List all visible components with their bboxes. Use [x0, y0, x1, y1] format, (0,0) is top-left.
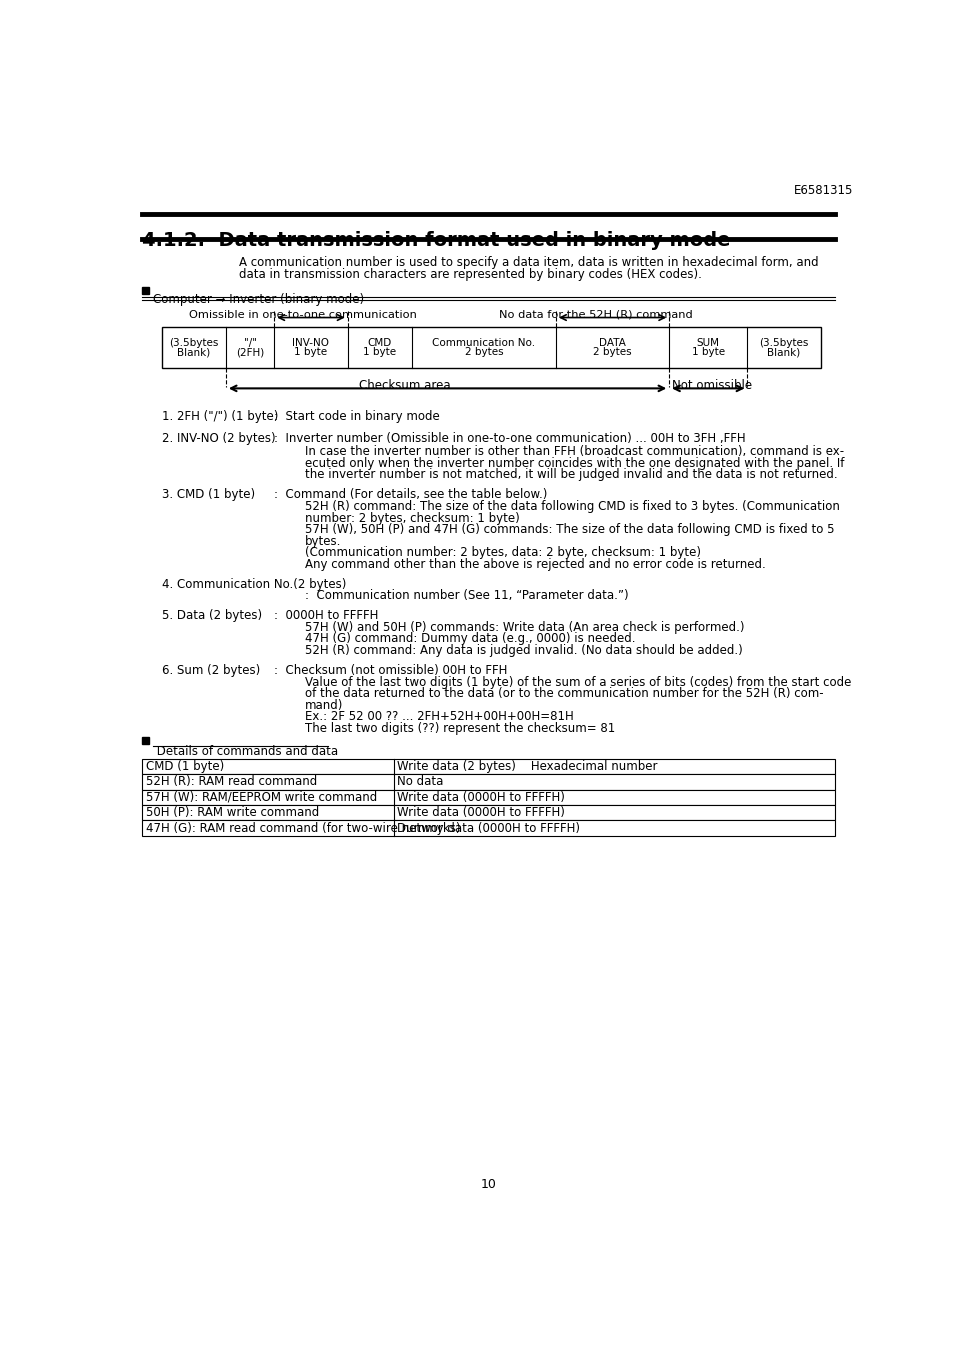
- Text: (Communication number: 2 bytes, data: 2 byte, checksum: 1 byte): (Communication number: 2 bytes, data: 2 …: [305, 547, 700, 559]
- Text: (2FH): (2FH): [235, 347, 264, 358]
- Text: 10: 10: [480, 1179, 497, 1192]
- Text: 4.1.2.  Data transmission format used in binary mode: 4.1.2. Data transmission format used in …: [142, 231, 730, 250]
- Bar: [142, 790, 835, 805]
- Text: of the data returned to the data (or to the communication number for the 52H (R): of the data returned to the data (or to …: [305, 687, 823, 701]
- Text: 5. Data (2 bytes): 5. Data (2 bytes): [162, 609, 262, 622]
- Text: (3.5bytes: (3.5bytes: [759, 338, 808, 348]
- Text: A communication number is used to specify a data item, data is written in hexade: A communication number is used to specif…: [239, 256, 818, 269]
- Text: 2 bytes: 2 bytes: [593, 347, 631, 358]
- Text: 50H (P): RAM write command: 50H (P): RAM write command: [146, 806, 318, 819]
- Text: 52H (R): RAM read command: 52H (R): RAM read command: [146, 775, 316, 788]
- Text: CMD (1 byte): CMD (1 byte): [146, 760, 224, 774]
- Text: Communication No.: Communication No.: [432, 338, 535, 348]
- Bar: [142, 805, 835, 821]
- Text: 1 byte: 1 byte: [691, 347, 724, 358]
- Text: No data for the 52H (R) command: No data for the 52H (R) command: [498, 310, 692, 320]
- Bar: [142, 774, 835, 790]
- Text: Omissible in one-to-one communication: Omissible in one-to-one communication: [189, 310, 416, 320]
- Text: 4. Communication No.(2 bytes): 4. Communication No.(2 bytes): [162, 578, 346, 591]
- Text: INV-NO: INV-NO: [293, 338, 329, 348]
- Text: DATA: DATA: [598, 338, 625, 348]
- Text: SUM: SUM: [696, 338, 719, 348]
- Text: bytes.: bytes.: [305, 535, 341, 548]
- Bar: [142, 821, 835, 836]
- Text: Checksum area: Checksum area: [359, 379, 451, 391]
- Text: 57H (W): RAM/EEPROM write command: 57H (W): RAM/EEPROM write command: [146, 791, 376, 803]
- Text: 1 byte: 1 byte: [294, 347, 327, 358]
- Text: :  0000H to FFFFH: : 0000H to FFFFH: [274, 609, 378, 622]
- Text: 57H (W), 50H (P) and 47H (G) commands: The size of the data following CMD is fix: 57H (W), 50H (P) and 47H (G) commands: T…: [305, 524, 834, 536]
- Text: 2 bytes: 2 bytes: [464, 347, 502, 358]
- Text: Write data (0000H to FFFFH): Write data (0000H to FFFFH): [397, 791, 565, 803]
- Text: "/": "/": [243, 338, 256, 348]
- Text: ecuted only when the inverter number coincides with the one designated with the : ecuted only when the inverter number coi…: [305, 456, 843, 470]
- Text: :  Communication number (See 11, “Parameter data.”): : Communication number (See 11, “Paramet…: [305, 590, 628, 602]
- Text: Blank): Blank): [766, 347, 800, 358]
- Text: (3.5bytes: (3.5bytes: [169, 338, 218, 348]
- Text: data in transmission characters are represented by binary codes (HEX codes).: data in transmission characters are repr…: [239, 269, 701, 281]
- Bar: [142, 286, 150, 294]
- Bar: [142, 759, 835, 774]
- Text: 2. INV-NO (2 bytes): 2. INV-NO (2 bytes): [162, 432, 275, 444]
- Text: 57H (W) and 50H (P) commands: Write data (An area check is performed.): 57H (W) and 50H (P) commands: Write data…: [305, 621, 744, 634]
- Text: Computer → Inverter (binary mode): Computer → Inverter (binary mode): [153, 293, 364, 306]
- Text: No data: No data: [397, 775, 443, 788]
- Text: mand): mand): [305, 699, 343, 711]
- Text: :  Checksum (not omissible) 00H to FFH: : Checksum (not omissible) 00H to FFH: [274, 664, 507, 678]
- Text: number: 2 bytes, checksum: 1 byte): number: 2 bytes, checksum: 1 byte): [305, 512, 519, 525]
- Text: 1 byte: 1 byte: [363, 347, 395, 358]
- Text: Not omissible: Not omissible: [671, 379, 751, 391]
- Text: 52H (R) command: Any data is judged invalid. (No data should be added.): 52H (R) command: Any data is judged inva…: [305, 644, 742, 657]
- Text: Blank): Blank): [177, 347, 211, 358]
- Text: :  Command (For details, see the table below.): : Command (For details, see the table be…: [274, 489, 547, 501]
- Text: Dummy data (0000H to FFFFH): Dummy data (0000H to FFFFH): [397, 822, 579, 834]
- Text: the inverter number is not matched, it will be judged invalid and the data is no: the inverter number is not matched, it w…: [305, 468, 837, 482]
- Text: Ex.: 2F 52 00 ?? ... 2FH+52H+00H+00H=81H: Ex.: 2F 52 00 ?? ... 2FH+52H+00H+00H=81H: [305, 710, 574, 724]
- Text: 52H (R) command: The size of the data following CMD is fixed to 3 bytes. (Commun: 52H (R) command: The size of the data fo…: [305, 500, 840, 513]
- Text: :  Start code in binary mode: : Start code in binary mode: [274, 410, 439, 423]
- Text: E6581315: E6581315: [793, 184, 852, 197]
- Text: CMD: CMD: [367, 338, 392, 348]
- Text: 3. CMD (1 byte): 3. CMD (1 byte): [162, 489, 254, 501]
- Text: Value of the last two digits (1 byte) of the sum of a series of bits (codes) fro: Value of the last two digits (1 byte) of…: [305, 675, 851, 688]
- Text: In case the inverter number is other than FFH (broadcast communication), command: In case the inverter number is other tha…: [305, 446, 843, 459]
- Bar: [142, 737, 150, 744]
- Text: Write data (2 bytes)    Hexadecimal number: Write data (2 bytes) Hexadecimal number: [397, 760, 658, 774]
- Text: Write data (0000H to FFFFH): Write data (0000H to FFFFH): [397, 806, 565, 819]
- Text: Any command other than the above is rejected and no error code is returned.: Any command other than the above is reje…: [305, 558, 765, 571]
- Text: 47H (G): RAM read command (for two-wire networks): 47H (G): RAM read command (for two-wire …: [146, 822, 459, 834]
- Text: The last two digits (??) represent the checksum= 81: The last two digits (??) represent the c…: [305, 722, 615, 734]
- Text: 47H (G) command: Dummy data (e.g., 0000) is needed.: 47H (G) command: Dummy data (e.g., 0000)…: [305, 632, 635, 645]
- Text: Details of commands and data: Details of commands and data: [153, 745, 338, 757]
- Text: 6. Sum (2 bytes): 6. Sum (2 bytes): [162, 664, 260, 678]
- Text: :  Inverter number (Omissible in one-to-one communication) ... 00H to 3FH ,FFH: : Inverter number (Omissible in one-to-o…: [274, 432, 745, 444]
- Text: 1. 2FH ("/") (1 byte): 1. 2FH ("/") (1 byte): [162, 410, 278, 423]
- Bar: [162, 327, 820, 369]
